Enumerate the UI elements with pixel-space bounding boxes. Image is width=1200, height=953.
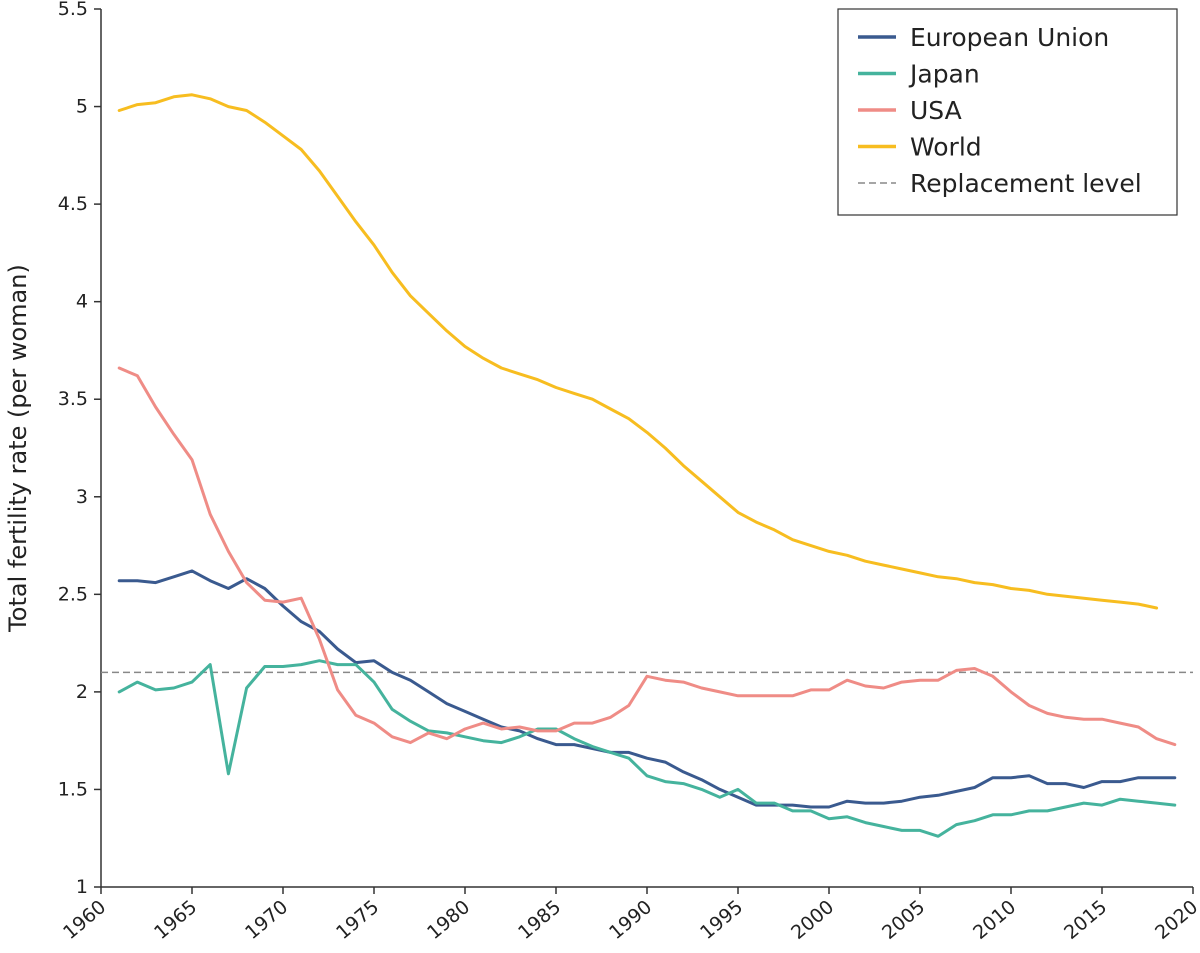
legend-label-usa: USA [910, 96, 962, 125]
y-tick-label: 3.5 [58, 388, 88, 410]
x-tick-label: 2010 [969, 896, 1020, 944]
y-tick-label: 5.5 [58, 0, 88, 20]
x-tick-label: 1960 [59, 896, 110, 944]
y-tick-label: 1 [76, 876, 88, 898]
y-tick-label: 3 [76, 486, 88, 508]
y-tick-label: 4 [76, 291, 88, 313]
series-group [117, 93, 1177, 838]
x-tick-label: 1975 [332, 896, 383, 944]
legend-label-replacement-level: Replacement level [910, 169, 1142, 198]
x-tick-label: 2005 [878, 896, 929, 944]
series-line-usa [117, 366, 1177, 747]
x-tick-label: 1990 [605, 896, 656, 944]
x-tick-label: 1995 [696, 896, 747, 944]
legend: European Union Japan USA World Replacement l… [837, 8, 1178, 216]
series-line-european-union [117, 569, 1177, 809]
y-tick-label: 5 [76, 96, 88, 118]
legend-label-european-union: European Union [910, 23, 1109, 52]
x-tick-label: 2015 [1060, 896, 1111, 944]
y-axis-title: Total fertility rate (per woman) [4, 264, 32, 633]
x-tick-label: 2020 [1151, 896, 1200, 944]
x-tick-label: 1970 [241, 896, 292, 944]
y-tick-label: 2 [76, 681, 88, 703]
x-tick-label: 1985 [514, 896, 565, 944]
y-tick-label: 1.5 [58, 778, 88, 800]
y-ticks: 1 1.5 2 2.5 3 3.5 4 4.5 5 5.5 [58, 0, 101, 898]
legend-label-world: World [910, 133, 982, 162]
series-line-japan [117, 659, 1177, 838]
y-tick-label: 2.5 [58, 583, 88, 605]
x-tick-label: 1980 [423, 896, 474, 944]
x-ticks: 1960 1965 1970 1975 1980 1985 1990 1995 2000 2005… [59, 887, 1200, 944]
y-tick-label: 4.5 [58, 193, 88, 215]
legend-box [837, 8, 1178, 216]
x-tick-label: 1965 [150, 896, 201, 944]
series-line-world [117, 93, 1159, 610]
x-tick-label: 2000 [787, 896, 838, 944]
legend-label-japan: Japan [908, 60, 980, 89]
